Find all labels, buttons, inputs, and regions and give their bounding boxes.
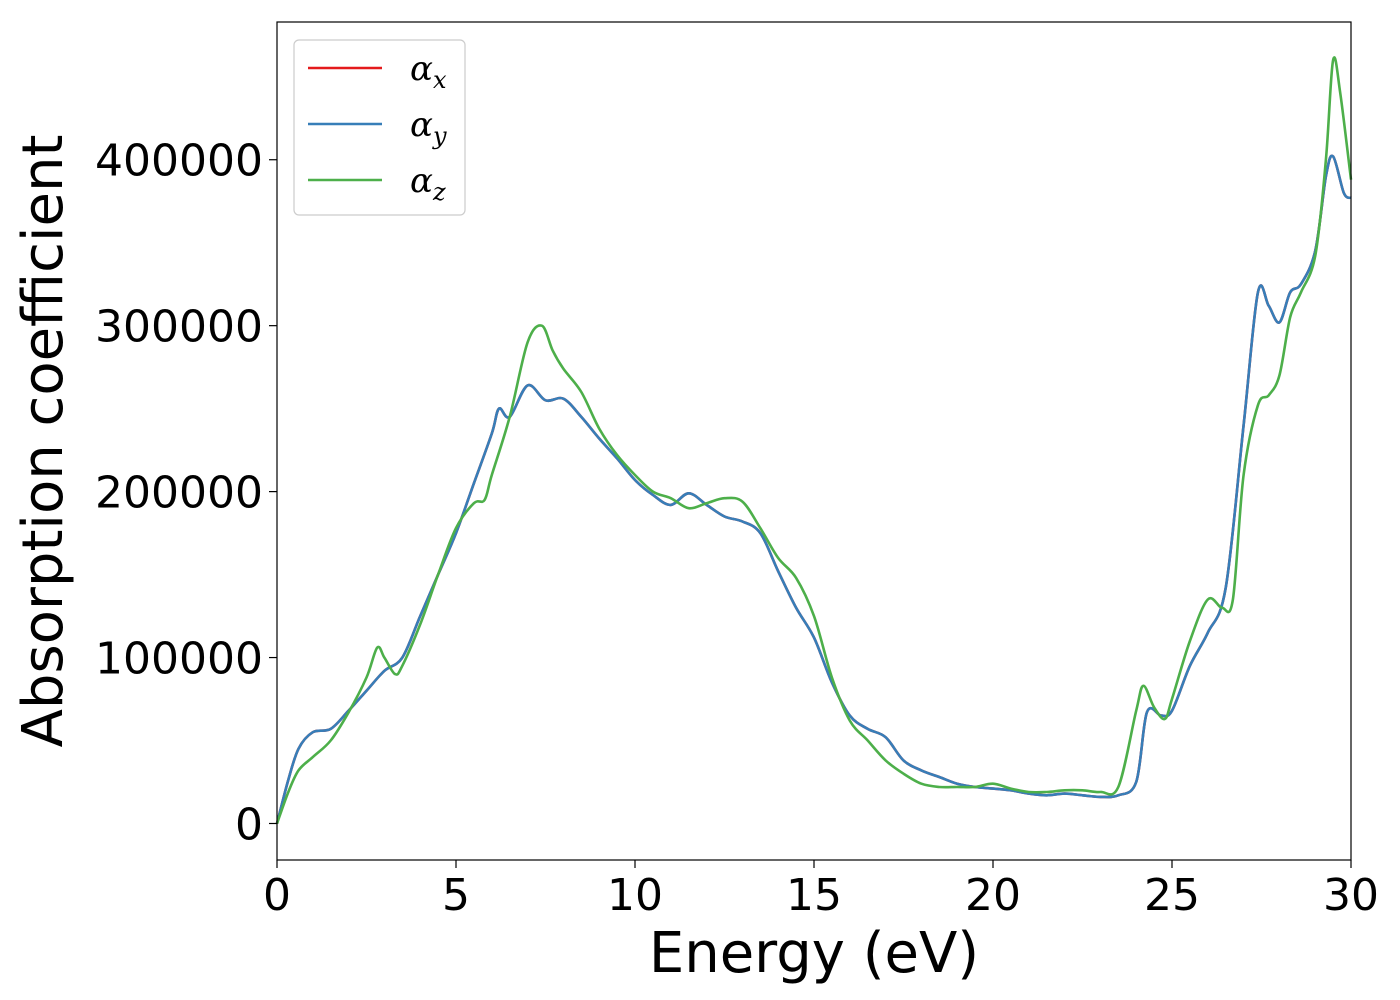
y-axis-ticks: 0 100000 200000 300000 400000 [95,136,277,850]
y-tick-label: 100000 [95,634,263,685]
y-tick-label: 400000 [95,136,263,187]
series-line-x [275,154,1352,824]
x-tick-label: 15 [786,870,842,921]
x-axis-label: Energy (eV) [649,921,979,986]
series-line-z [275,56,1353,824]
x-tick-label: 30 [1323,870,1379,921]
y-tick-label: 0 [235,799,263,850]
y-tick-label: 200000 [95,468,263,519]
x-axis-ticks: 0 5 10 15 20 25 30 [263,860,1379,921]
series-lines [275,56,1353,824]
legend-label-y: αy [410,105,447,150]
legend-box [293,39,466,216]
series-line-y [275,154,1352,824]
y-tick-label: 300000 [95,302,263,353]
y-axis-label: Absorption coefficient [11,135,76,748]
x-tick-label: 10 [607,870,663,921]
x-tick-label: 5 [442,870,470,921]
x-tick-label: 0 [263,870,291,921]
legend: αx αy αz [293,39,466,216]
x-tick-label: 25 [1144,870,1200,921]
x-tick-label: 20 [965,870,1021,921]
legend-label-x: αx [410,49,447,94]
legend-label-z: αz [410,161,446,206]
